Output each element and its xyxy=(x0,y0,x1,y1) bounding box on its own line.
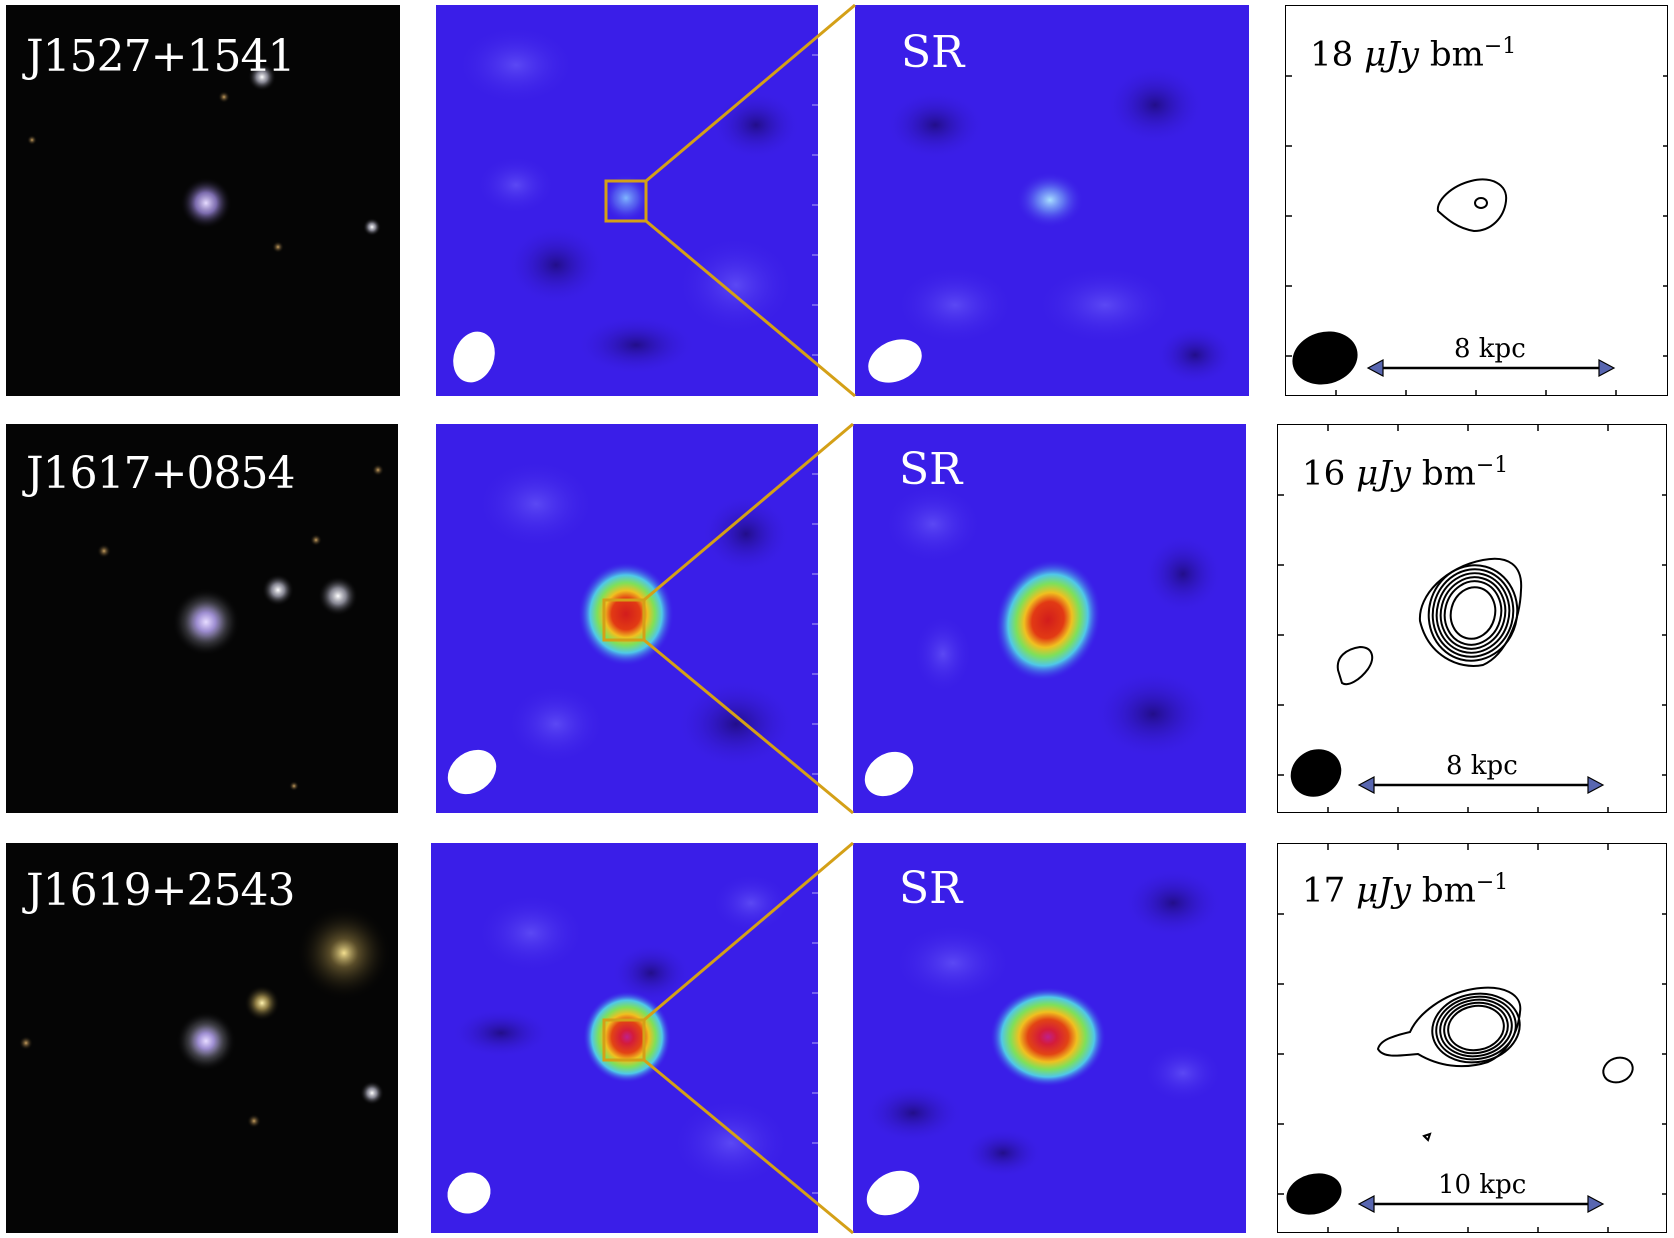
rms-noise-label: 16 μJy bm−1 xyxy=(1302,453,1508,493)
optical-image-row1: J1527+1541 xyxy=(6,5,400,396)
rms-exponent: −1 xyxy=(1475,870,1509,895)
contour-panel-row1: 18 μJy bm−1 8 kpc xyxy=(1285,5,1668,396)
sr-map xyxy=(868,65,1235,385)
sr-map xyxy=(863,868,1223,1216)
rms-exponent: −1 xyxy=(1475,453,1509,478)
rms-unit: μJy xyxy=(1364,34,1420,75)
sr-image-row1: SR xyxy=(855,5,1249,396)
beam-ellipse xyxy=(864,751,914,797)
beam-ellipse xyxy=(866,1170,920,1216)
source-name: J1619+2543 xyxy=(26,865,295,916)
contour-set xyxy=(1376,986,1634,1142)
rms-exponent: −1 xyxy=(1483,34,1517,59)
rms-unit: μJy xyxy=(1356,453,1412,494)
beam-ellipse xyxy=(453,331,495,383)
scale-bar-label: 8 kpc xyxy=(1446,751,1518,781)
contour-set xyxy=(1336,557,1523,686)
contour-line xyxy=(1436,178,1508,233)
beam-ellipse xyxy=(1290,749,1342,797)
sr-image-row2: SR xyxy=(853,424,1246,813)
optical-sources xyxy=(27,63,381,253)
rms-beam: bm xyxy=(1421,870,1476,911)
sr-label: SR xyxy=(899,863,963,914)
radio-image-row1 xyxy=(436,5,818,396)
sr-image-row3: SR xyxy=(853,843,1246,1233)
source-name: J1527+1541 xyxy=(26,31,295,82)
rms-unit: μJy xyxy=(1356,870,1412,911)
scale-bar xyxy=(1366,359,1616,377)
beam-ellipse xyxy=(868,339,922,383)
beam-ellipse xyxy=(447,749,497,795)
rms-value: 18 xyxy=(1310,34,1354,75)
radio-image-row3 xyxy=(431,843,818,1233)
beam-ellipse xyxy=(447,1172,491,1214)
rms-beam: bm xyxy=(1429,34,1484,75)
contour-panel-row2: 16 μJy bm−1 8 kpc xyxy=(1277,424,1667,813)
rms-noise-label: 17 μJy bm−1 xyxy=(1302,870,1508,910)
radio-image-row2 xyxy=(436,424,818,813)
contour-plot xyxy=(1278,844,1666,1232)
scale-bar-label: 8 kpc xyxy=(1454,334,1526,364)
scale-bar xyxy=(1357,776,1605,794)
sr-label: SR xyxy=(899,444,963,495)
scale-bar xyxy=(1357,1195,1605,1213)
radio-map xyxy=(453,25,801,383)
rms-value: 16 xyxy=(1302,453,1346,494)
radio-map xyxy=(447,459,796,795)
radio-map xyxy=(447,873,791,1214)
contour-plot xyxy=(1286,75,1667,395)
source-name: J1617+0854 xyxy=(26,448,295,499)
rms-noise-label: 18 μJy bm−1 xyxy=(1310,34,1516,74)
rms-value: 17 xyxy=(1302,870,1346,911)
optical-sources xyxy=(19,905,392,1128)
contour-panel-row3: 17 μJy bm−1 10 kpc xyxy=(1277,843,1667,1233)
optical-image-row2: J1617+0854 xyxy=(6,424,398,813)
beam-ellipse xyxy=(1286,1173,1342,1215)
sr-map xyxy=(864,484,1223,797)
sr-label: SR xyxy=(901,27,965,78)
optical-image-row3: J1619+2543 xyxy=(6,843,398,1233)
scale-bar-label: 10 kpc xyxy=(1438,1170,1527,1200)
contour-plot xyxy=(1278,425,1666,812)
optical-sources xyxy=(97,464,384,791)
beam-ellipse xyxy=(1292,331,1358,385)
rms-beam: bm xyxy=(1421,453,1476,494)
contour-line xyxy=(1474,197,1488,209)
